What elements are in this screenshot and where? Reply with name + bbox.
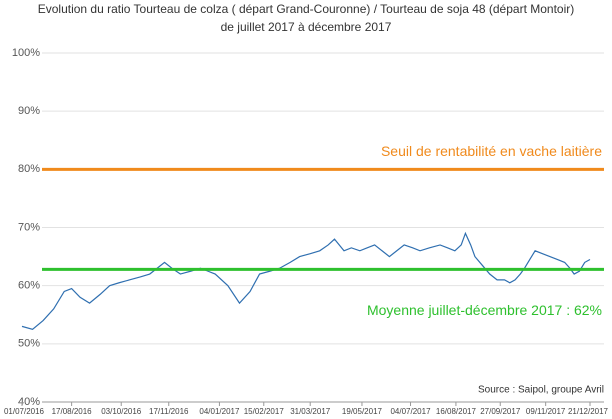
y-tick-label: 70%	[18, 221, 40, 233]
chart-subtitle: de juillet 2017 à décembre 2017	[221, 20, 392, 34]
x-tick-label: 03/10/2016	[101, 407, 142, 416]
x-tick-label: 17/08/2016	[52, 407, 93, 416]
x-tick-label: 21/12/2017	[568, 407, 609, 416]
x-tick-label: 16/08/2017	[436, 407, 477, 416]
x-tick-label: 04/07/2017	[390, 407, 431, 416]
chart-title: Evolution du ratio Tourteau de colza ( d…	[38, 2, 575, 16]
y-tick-label: 50%	[18, 338, 40, 350]
x-tick-label: 27/09/2017	[480, 407, 521, 416]
reference-label: Seuil de rentabilité en vache laitière	[381, 143, 602, 159]
y-tick-label: 100%	[12, 47, 40, 59]
y-tick-label: 40%	[18, 396, 40, 408]
y-tick-label: 90%	[18, 105, 40, 117]
x-tick-label: 09/11/2017	[526, 407, 566, 416]
reference-label: Moyenne juillet-décembre 2017 : 62%	[367, 302, 602, 318]
y-tick-label: 60%	[18, 280, 40, 292]
data-line	[21, 231, 591, 330]
source-note: Source : Saipol, groupe Avril	[478, 385, 604, 396]
x-tick-label: 31/03/2017	[290, 407, 331, 416]
y-tick-label: 80%	[18, 163, 40, 175]
x-tick-label: 17/11/2016	[149, 407, 189, 416]
x-tick-label: 01/07/2016	[4, 407, 45, 416]
x-tick-label: 04/01/2017	[199, 407, 240, 416]
x-tick-label: 19/05/2017	[342, 407, 383, 416]
x-tick-label: 15/02/2017	[244, 407, 285, 416]
